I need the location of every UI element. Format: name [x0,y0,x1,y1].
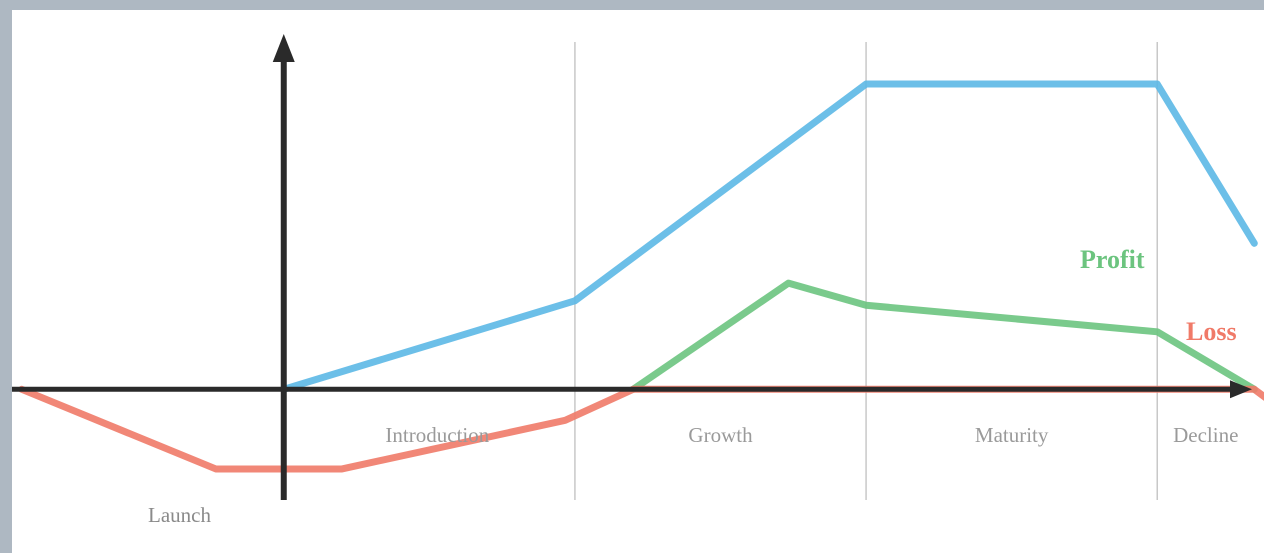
top-border-strip [0,0,1264,10]
launch-label: Launch [148,503,211,527]
series-line-profit [629,279,1258,393]
series-line-sales [280,80,1258,393]
stage-label-decline: Decline [1173,423,1238,447]
profit-legend-label: Profit [1080,245,1145,274]
stage-label-maturity: Maturity [975,423,1049,447]
loss-legend-label: Loss [1186,317,1237,346]
stage-label-growth: Growth [688,423,753,447]
series-line-loss [18,385,1264,473]
left-border-strip [0,0,12,553]
y-axis-arrow-icon [272,34,295,62]
stage-label-introduction: Introduction [385,423,489,447]
x-axis-arrow-icon [1230,380,1252,399]
